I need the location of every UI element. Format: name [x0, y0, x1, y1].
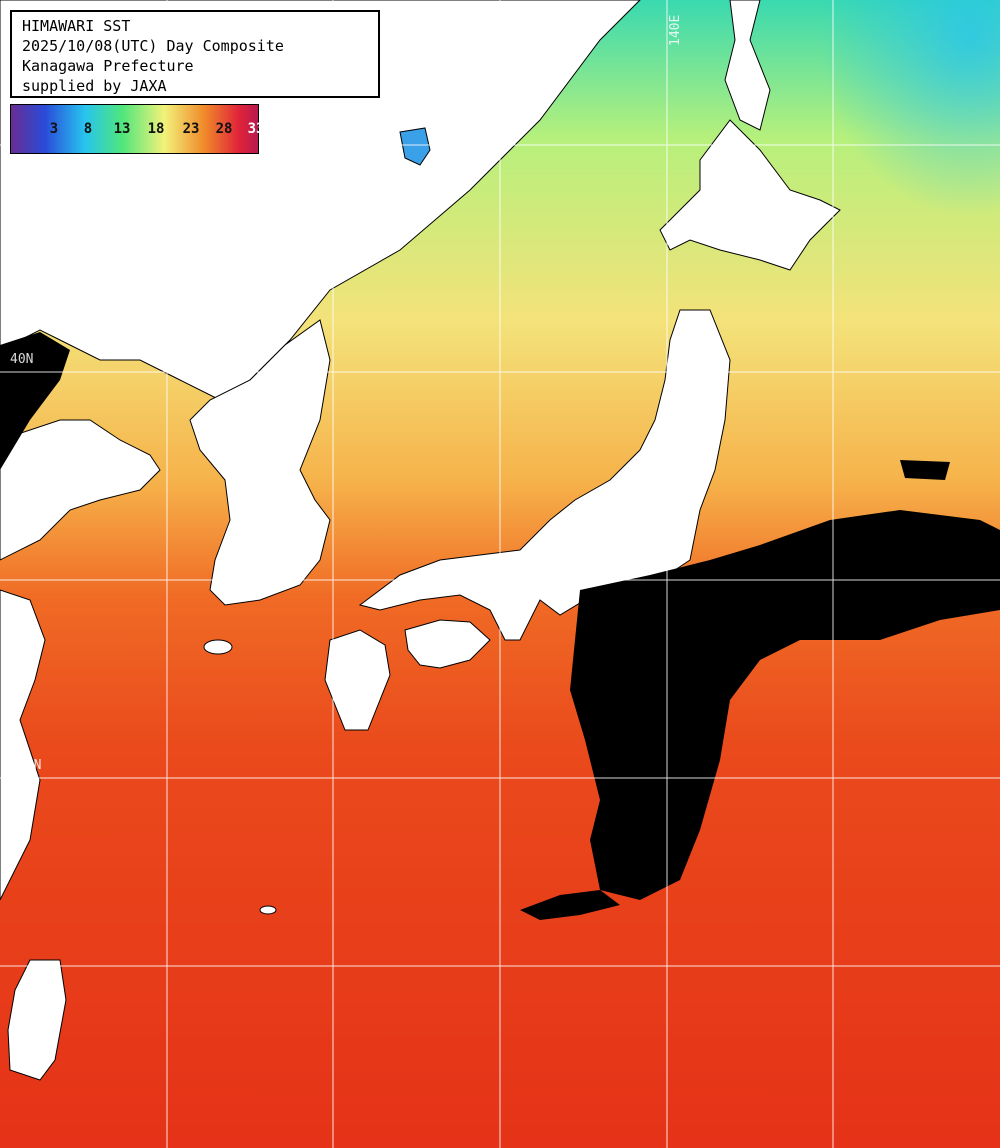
- legend-colorbar: [10, 104, 259, 154]
- lake-khanka: [399, 127, 431, 166]
- legend-tick-28: 28: [215, 121, 233, 137]
- land-kyushu: [324, 629, 391, 731]
- cloud-ne-strip: [900, 460, 950, 480]
- land-honshu: [358, 309, 731, 641]
- land-masses: [0, 0, 841, 1081]
- legend-tick-18: 18: [147, 121, 165, 137]
- longitude-label-140e: 140E: [668, 14, 683, 46]
- temperature-legend: 3 8 13 18 23 28 33: [10, 104, 265, 154]
- map-source: supplied by JAXA: [22, 77, 167, 95]
- land-korea: [189, 319, 331, 606]
- cloud-left: [0, 332, 70, 470]
- land-hokkaido: [659, 119, 841, 271]
- legend-tick-13: 13: [113, 121, 131, 137]
- cloud-central: [570, 510, 1000, 900]
- legend-tick-23: 23: [182, 121, 200, 137]
- latitude-label-40n: 40N: [10, 352, 34, 367]
- legend-tick-33: 33: [247, 121, 265, 137]
- land-island-small: [259, 905, 277, 915]
- map-date: 2025/10/08(UTC) Day Composite: [22, 37, 284, 55]
- land-shikoku: [404, 619, 491, 669]
- cloud-masks: [0, 332, 1000, 920]
- land-china-coast: [0, 419, 161, 561]
- legend-labels: 3 8 13 18 23 28 33: [11, 105, 265, 153]
- map-info-box: HIMAWARI SST 2025/10/08(UTC) Day Composi…: [10, 10, 380, 98]
- legend-tick-3: 3: [49, 121, 59, 137]
- land-china-south: [0, 589, 46, 901]
- land-sakhalin: [724, 0, 771, 131]
- legend-tick-8: 8: [83, 121, 93, 137]
- map-region: Kanagawa Prefecture: [22, 57, 194, 75]
- cloud-sw-streak: [520, 890, 620, 920]
- land-island-jeju: [203, 639, 233, 655]
- land-taiwan: [7, 959, 67, 1081]
- map-title: HIMAWARI SST: [22, 17, 131, 35]
- latitude-label-30n: 30N: [18, 758, 42, 773]
